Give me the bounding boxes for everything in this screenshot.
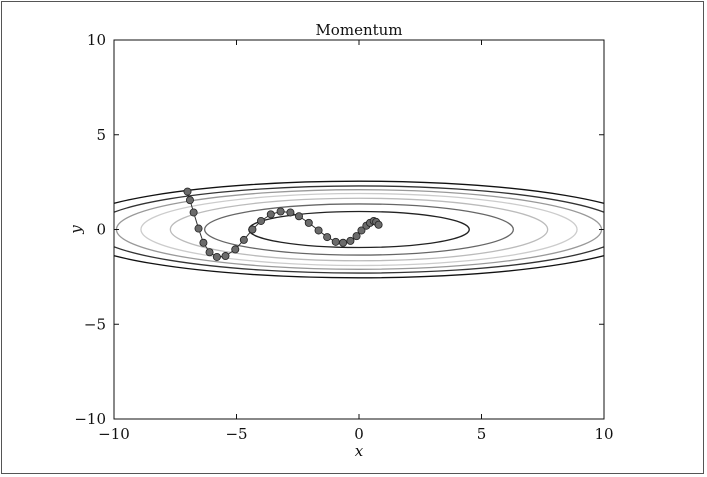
- trajectory-point-7: [221, 252, 230, 261]
- x-tick-label-4: 10: [594, 425, 613, 443]
- trajectory-point-11: [256, 216, 265, 225]
- trajectory-point-3: [194, 224, 203, 233]
- y-tick-label-0: −10: [74, 410, 106, 428]
- contour-3: [140, 192, 578, 267]
- x-axis-label: x: [355, 442, 364, 460]
- trajectory-point-5: [205, 248, 214, 257]
- trajectory-point-20: [339, 238, 348, 247]
- trajectory-point-10: [248, 225, 257, 234]
- trajectory-point-15: [294, 212, 303, 221]
- chart-title: Momentum: [315, 21, 402, 39]
- trajectory-point-12: [266, 210, 275, 219]
- contour-6: [114, 180, 604, 279]
- trajectory-point-18: [323, 233, 332, 242]
- y-tick-label-1: −5: [84, 315, 106, 333]
- trajectory-point-8: [231, 245, 240, 254]
- contour-5: [114, 185, 604, 274]
- trajectory-point-23: [357, 226, 366, 235]
- x-tick-label-3: 5: [477, 425, 487, 443]
- y-tick-label-2: 0: [96, 221, 106, 239]
- trajectory-point-17: [314, 226, 323, 235]
- x-tick-label-2: 0: [354, 425, 364, 443]
- y-axis-label: y: [67, 225, 85, 235]
- trajectory-point-28: [374, 220, 383, 229]
- trajectory-point-21: [346, 236, 355, 245]
- trajectory-point-6: [212, 252, 221, 261]
- trajectory-point-4: [199, 238, 208, 247]
- y-ticks: −10 −5 0 5 10: [74, 31, 604, 428]
- contour-2: [169, 197, 549, 262]
- trajectory-point-13: [276, 207, 285, 216]
- trajectory-point-1: [185, 196, 194, 205]
- x-tick-label-1: −5: [225, 425, 247, 443]
- y-tick-label-4: 10: [87, 31, 106, 49]
- trajectory-points: [183, 187, 383, 261]
- x-ticks: −10 −5 0 5 10: [98, 40, 614, 443]
- trajectory-point-22: [352, 232, 361, 241]
- trajectory-point-14: [286, 208, 295, 217]
- y-tick-label-3: 5: [96, 126, 106, 144]
- contour-1: [203, 203, 515, 256]
- trajectory-point-0: [183, 187, 192, 196]
- trajectory-point-19: [331, 237, 340, 246]
- trajectory-point-16: [304, 218, 313, 227]
- x-tick-label-0: −10: [98, 425, 130, 443]
- trajectory-point-9: [239, 235, 248, 244]
- trajectory-point-2: [189, 208, 198, 217]
